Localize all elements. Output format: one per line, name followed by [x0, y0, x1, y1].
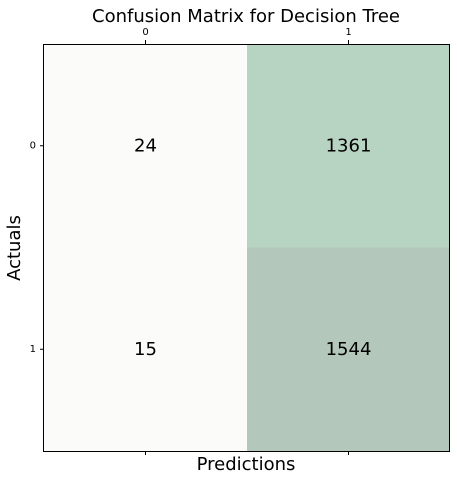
y-tick-label-1: 1 — [30, 344, 36, 355]
cell-value-label-1-0: 15 — [134, 339, 157, 360]
cell-value-label-0-1: 1361 — [326, 135, 372, 156]
x-axis-label: Predictions — [197, 454, 296, 475]
y-axis-label: Actuals — [4, 215, 25, 281]
y-tick-label-0: 0 — [30, 140, 36, 151]
x-tick-label-1: 1 — [345, 27, 351, 38]
matrix-cell-1-0 — [44, 247, 247, 451]
matrix-cell-0-0 — [44, 44, 247, 248]
axis-ticks: 0 1 0 1 — [30, 27, 352, 455]
plot-frame — [43, 44, 450, 452]
matrix-cell-1-1 — [247, 247, 450, 451]
matrix-cells: 24 1361 15 1544 — [44, 44, 450, 451]
cell-value-label-1-1: 1544 — [326, 339, 372, 360]
chart-title: Confusion Matrix for Decision Tree — [92, 6, 400, 27]
x-tick-label-0: 0 — [142, 27, 148, 38]
matrix-cell-0-1 — [247, 44, 450, 248]
cell-value-label-0-0: 24 — [134, 135, 157, 156]
